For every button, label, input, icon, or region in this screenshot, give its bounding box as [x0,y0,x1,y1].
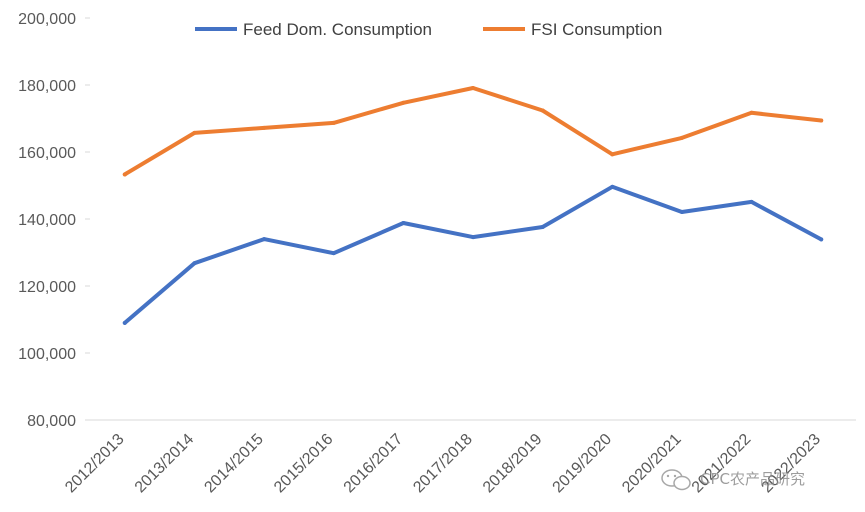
x-tick-label: 2019/2020 [550,431,616,497]
watermark: CPC农产品研究 [661,469,805,491]
wechat-icon [661,469,691,491]
y-tick-label: 160,000 [18,145,76,162]
legend-label-fsi: FSI Consumption [531,20,662,39]
data-point [819,118,824,123]
data-point [540,225,545,230]
y-tick-label: 120,000 [18,279,76,296]
x-tick-label: 2016/2017 [341,431,407,497]
legend-label-feed: Feed Dom. Consumption [243,20,432,39]
data-point [401,100,406,105]
data-point [122,172,127,177]
data-point [192,261,197,266]
data-point [679,135,684,140]
data-point [262,237,267,242]
x-tick-label: 2014/2015 [201,431,267,497]
data-point [679,209,684,214]
watermark-text: CPC农产品研究 [700,470,805,488]
x-tick-label: 2017/2018 [410,431,476,497]
data-point [331,120,336,125]
y-tick-label: 100,000 [18,346,76,363]
x-tick-label: 2015/2016 [271,431,337,497]
data-point [122,320,127,325]
data-point [262,125,267,130]
series-lines [122,86,824,325]
data-point [192,130,197,135]
data-point [401,221,406,226]
series-line-1 [122,86,824,177]
series-line-0 [122,184,824,325]
y-tick-label: 80,000 [27,413,76,430]
x-tick-label: 2018/2019 [480,431,546,497]
data-point [610,184,615,189]
x-tick-label: 2012/2013 [62,431,128,497]
data-point [749,110,754,115]
data-point [471,235,475,240]
x-tick-label: 2013/2014 [132,431,198,497]
data-point [471,86,475,91]
y-tick-label: 140,000 [18,212,76,229]
data-point [331,251,336,256]
data-point [610,152,615,157]
y-tick-label: 200,000 [18,11,76,28]
y-axis: 80,000 100,000 120,000 140,000 160,000 180,00… [18,11,90,430]
data-point [749,199,754,204]
data-point [540,108,545,113]
data-point [819,237,824,242]
legend: Feed Dom. Consumption FSI Consumption [195,20,662,39]
y-tick-label: 180,000 [18,78,76,95]
